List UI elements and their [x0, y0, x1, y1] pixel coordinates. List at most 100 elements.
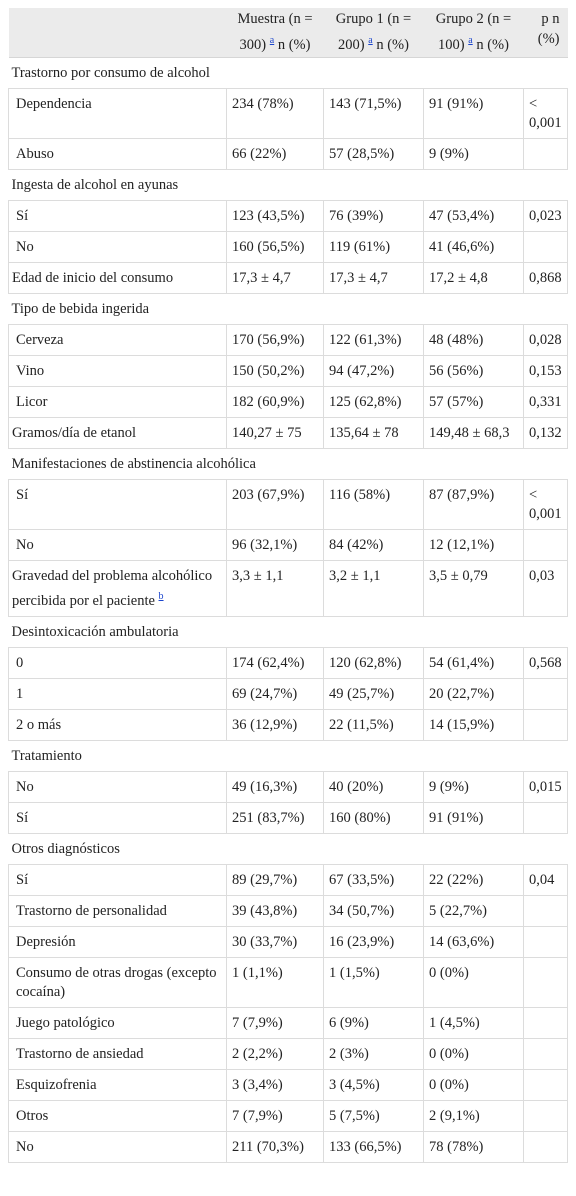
- cell-p: 0,331: [523, 385, 568, 418]
- row-label: Sí: [8, 478, 227, 530]
- footnote-b-link[interactable]: b: [158, 590, 164, 602]
- header-grupo2: Grupo 2 (n = 100) a n (%): [423, 8, 524, 58]
- footnote-a-link[interactable]: a: [468, 35, 473, 46]
- cell-grupo1: 119 (61%): [323, 230, 424, 263]
- cell-muestra: 170 (56,9%): [226, 323, 324, 356]
- table-header: Muestra (n = 300) a n (%) Grupo 1 (n = 2…: [8, 8, 568, 58]
- cell-grupo1: 94 (47,2%): [323, 354, 424, 387]
- row-label: Consumo de otras drogas (excepto cocaína…: [8, 956, 227, 1008]
- cell-muestra: 1 (1,1%): [226, 956, 324, 1008]
- table-row: Abuso 66 (22%) 57 (28,5%) 9 (9%): [8, 137, 568, 170]
- table-row: Trastorno de personalidad 39 (43,8%) 34 …: [8, 894, 568, 927]
- table-row: Gramos/día de etanol 140,27 ± 75 135,64 …: [8, 416, 568, 449]
- row-label: Depresión: [8, 925, 227, 958]
- cell-p: 0,015: [523, 770, 568, 803]
- table-row: Trastorno de ansiedad 2 (2,2%) 2 (3%) 0 …: [8, 1037, 568, 1070]
- row-label: No: [8, 528, 227, 561]
- cell-muestra: 49 (16,3%): [226, 770, 324, 803]
- cell-grupo2: 12 (12,1%): [423, 528, 524, 561]
- table-row: Cerveza 170 (56,9%) 122 (61,3%) 48 (48%)…: [8, 323, 568, 356]
- row-label: Licor: [8, 385, 227, 418]
- cell-grupo2: 3,5 ± 0,79: [423, 559, 524, 617]
- cell-muestra: 123 (43,5%): [226, 199, 324, 232]
- cell-muestra: 160 (56,5%): [226, 230, 324, 263]
- row-label: 0: [8, 646, 227, 679]
- cell-p: 0,023: [523, 199, 568, 232]
- table-row: Licor 182 (60,9%) 125 (62,8%) 57 (57%) 0…: [8, 385, 568, 418]
- table-row: Esquizofrenia 3 (3,4%) 3 (4,5%) 0 (0%): [8, 1068, 568, 1101]
- cell-muestra: 36 (12,9%): [226, 708, 324, 741]
- cell-grupo2: 14 (63,6%): [423, 925, 524, 958]
- cell-grupo1: 2 (3%): [323, 1037, 424, 1070]
- cell-p: [523, 1037, 568, 1070]
- cell-muestra: 96 (32,1%): [226, 528, 324, 561]
- table-row: Vino 150 (50,2%) 94 (47,2%) 56 (56%) 0,1…: [8, 354, 568, 387]
- cell-muestra: 3,3 ± 1,1: [226, 559, 324, 617]
- footnote-a-link[interactable]: a: [269, 35, 275, 46]
- cell-muestra: 174 (62,4%): [226, 646, 324, 679]
- header-muestra: Muestra (n = 300) a n (%): [226, 8, 324, 58]
- section-row: Otros diagnósticos: [8, 832, 568, 865]
- cell-grupo2: 87 (87,9%): [423, 478, 524, 530]
- header-grupo1: Grupo 1 (n = 200) a n (%): [323, 8, 424, 58]
- table-row: No 49 (16,3%) 40 (20%) 9 (9%) 0,015: [8, 770, 568, 803]
- cell-grupo2: 17,2 ± 4,8: [423, 261, 524, 294]
- cell-grupo1: 122 (61,3%): [323, 323, 424, 356]
- row-label: Abuso: [8, 137, 227, 170]
- row-label: No: [8, 230, 227, 263]
- cell-grupo1: 67 (33,5%): [323, 863, 424, 896]
- cell-p: 0,568: [523, 646, 568, 679]
- cell-p: 0,03: [523, 559, 568, 617]
- header-p: p n (%): [523, 8, 568, 58]
- cell-grupo2: 47 (53,4%): [423, 199, 524, 232]
- row-label: 2 o más: [8, 708, 227, 741]
- table-row: 0 174 (62,4%) 120 (62,8%) 54 (61,4%) 0,5…: [8, 646, 568, 679]
- cell-p: < 0,001: [523, 478, 568, 530]
- cell-muestra: 89 (29,7%): [226, 863, 324, 896]
- cell-grupo1: 143 (71,5%): [323, 87, 424, 139]
- cell-muestra: 30 (33,7%): [226, 925, 324, 958]
- cell-muestra: 39 (43,8%): [226, 894, 324, 927]
- table-row: Sí 251 (83,7%) 160 (80%) 91 (91%): [8, 801, 568, 834]
- cell-p: [523, 677, 568, 710]
- cell-p: [523, 1068, 568, 1101]
- row-label: Gravedad del problema alcohólico percibi…: [8, 559, 227, 617]
- cell-grupo1: 160 (80%): [323, 801, 424, 834]
- cell-grupo1: 5 (7,5%): [323, 1099, 424, 1132]
- cell-grupo1: 1 (1,5%): [323, 956, 424, 1008]
- data-table: Muestra (n = 300) a n (%) Grupo 1 (n = 2…: [8, 8, 568, 1163]
- table-row: Dependencia 234 (78%) 143 (71,5%) 91 (91…: [8, 87, 568, 139]
- cell-muestra: 182 (60,9%): [226, 385, 324, 418]
- row-label: No: [8, 1130, 227, 1163]
- table-row: Edad de inicio del consumo 17,3 ± 4,7 17…: [8, 261, 568, 294]
- row-label: Trastorno de personalidad: [8, 894, 227, 927]
- table-row: No 96 (32,1%) 84 (42%) 12 (12,1%): [8, 528, 568, 561]
- cell-grupo1: 125 (62,8%): [323, 385, 424, 418]
- cell-p: [523, 230, 568, 263]
- section-row: Tratamiento: [8, 739, 568, 772]
- cell-p: < 0,001: [523, 87, 568, 139]
- cell-muestra: 66 (22%): [226, 137, 324, 170]
- cell-muestra: 69 (24,7%): [226, 677, 324, 710]
- table-row: Depresión 30 (33,7%) 16 (23,9%) 14 (63,6…: [8, 925, 568, 958]
- row-label: Gramos/día de etanol: [8, 416, 227, 449]
- cell-p: [523, 137, 568, 170]
- section-row: Desintoxicación ambulatoria: [8, 615, 568, 648]
- cell-grupo1: 6 (9%): [323, 1006, 424, 1039]
- cell-grupo1: 16 (23,9%): [323, 925, 424, 958]
- table-row: 2 o más 36 (12,9%) 22 (11,5%) 14 (15,9%): [8, 708, 568, 741]
- row-label: No: [8, 770, 227, 803]
- cell-p: [523, 801, 568, 834]
- cell-muestra: 234 (78%): [226, 87, 324, 139]
- cell-p: [523, 1099, 568, 1132]
- cell-muestra: 203 (67,9%): [226, 478, 324, 530]
- cell-p: [523, 708, 568, 741]
- cell-grupo2: 91 (91%): [423, 801, 524, 834]
- footnote-a-link[interactable]: a: [368, 35, 373, 46]
- cell-muestra: 7 (7,9%): [226, 1099, 324, 1132]
- cell-grupo2: 0 (0%): [423, 956, 524, 1008]
- cell-grupo1: 49 (25,7%): [323, 677, 424, 710]
- cell-grupo2: 22 (22%): [423, 863, 524, 896]
- cell-grupo1: 57 (28,5%): [323, 137, 424, 170]
- cell-p: 0,153: [523, 354, 568, 387]
